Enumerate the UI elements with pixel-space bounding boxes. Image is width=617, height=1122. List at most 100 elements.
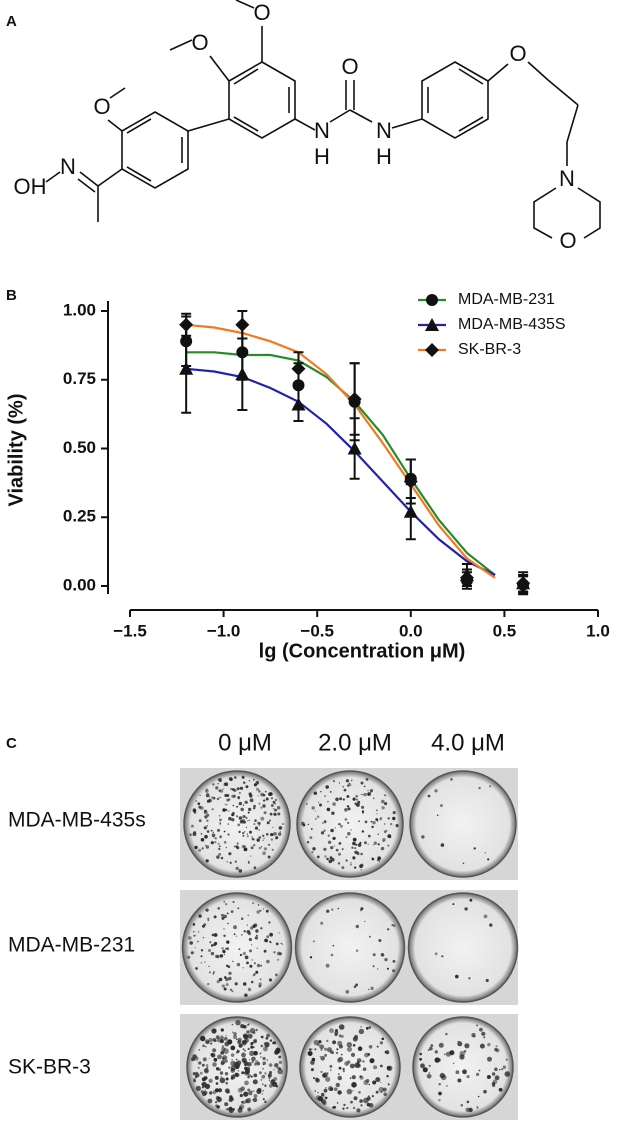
colony — [231, 1110, 233, 1112]
colony — [450, 778, 453, 781]
colony — [329, 1065, 333, 1068]
colony — [204, 1085, 207, 1088]
marker — [291, 361, 306, 376]
colony — [266, 935, 270, 939]
colony — [333, 1087, 338, 1092]
colony — [230, 1045, 236, 1051]
colony — [268, 921, 271, 924]
colony — [219, 1077, 226, 1084]
colony — [378, 939, 382, 942]
colony — [253, 1039, 257, 1044]
colony — [253, 844, 256, 847]
colony — [489, 923, 493, 927]
colony — [321, 1098, 327, 1104]
colony — [234, 776, 237, 779]
colony — [218, 853, 222, 856]
colony — [246, 833, 248, 835]
colony — [240, 933, 243, 936]
colony — [483, 1036, 486, 1039]
colony — [220, 1028, 224, 1032]
colony — [213, 933, 218, 937]
colony — [428, 1064, 431, 1068]
colony — [203, 923, 207, 926]
colony — [247, 1024, 249, 1026]
colony — [223, 1037, 228, 1041]
colony — [309, 1048, 312, 1051]
colony — [464, 907, 468, 911]
marker — [403, 504, 418, 518]
colony — [328, 859, 333, 864]
colony — [324, 1047, 327, 1051]
colony — [320, 1056, 326, 1061]
colony — [226, 947, 230, 951]
colony — [206, 825, 208, 827]
colony — [264, 1100, 267, 1104]
colony — [215, 1035, 220, 1039]
colony — [228, 852, 232, 856]
colony — [260, 1056, 262, 1058]
colony — [317, 1092, 319, 1094]
colony — [272, 1041, 275, 1045]
colony — [323, 820, 327, 824]
colony — [377, 833, 379, 835]
colony — [247, 932, 252, 936]
colony — [311, 1057, 316, 1062]
marker — [179, 317, 194, 332]
colony — [252, 1031, 256, 1035]
colony — [274, 808, 278, 812]
colony — [246, 924, 248, 926]
colony — [352, 1106, 356, 1110]
colony — [268, 978, 273, 982]
colony — [251, 1056, 256, 1062]
colony — [253, 1073, 258, 1078]
colony — [264, 938, 268, 943]
colony — [249, 949, 252, 953]
colony — [313, 791, 317, 795]
colony — [274, 798, 277, 802]
colony — [336, 1102, 339, 1104]
colony — [243, 930, 246, 933]
bond — [126, 118, 152, 134]
colony — [320, 1070, 323, 1074]
colony — [378, 1086, 384, 1093]
colony — [473, 1035, 476, 1038]
colony — [250, 1042, 254, 1046]
colony — [191, 1057, 195, 1062]
colony — [350, 1052, 356, 1057]
colony — [346, 1046, 353, 1052]
colony — [211, 833, 216, 838]
colony — [443, 1053, 446, 1056]
colony — [273, 812, 277, 816]
colony — [364, 1052, 369, 1058]
colony — [221, 916, 225, 920]
colony — [217, 782, 219, 785]
colony — [483, 1089, 487, 1094]
colony — [314, 810, 316, 812]
colony — [368, 988, 370, 991]
colony — [358, 820, 360, 822]
colony — [205, 845, 210, 849]
colony — [231, 813, 235, 817]
colony — [223, 953, 226, 956]
panel-label: B — [6, 287, 17, 304]
colony — [242, 804, 245, 806]
colony — [266, 821, 270, 825]
colony — [200, 837, 205, 842]
colony — [237, 1040, 242, 1045]
colony — [381, 799, 385, 804]
colony — [358, 1028, 365, 1035]
colony — [267, 1073, 272, 1078]
colony — [215, 1067, 220, 1071]
colony — [383, 830, 387, 834]
colony — [253, 1094, 258, 1098]
colony — [266, 959, 270, 964]
colony — [263, 1046, 268, 1052]
colony — [187, 955, 191, 959]
colony — [320, 1049, 323, 1051]
colony — [243, 1091, 249, 1097]
colony — [206, 1066, 209, 1069]
colony — [335, 848, 339, 852]
colony — [216, 855, 220, 859]
colony — [346, 1106, 349, 1110]
